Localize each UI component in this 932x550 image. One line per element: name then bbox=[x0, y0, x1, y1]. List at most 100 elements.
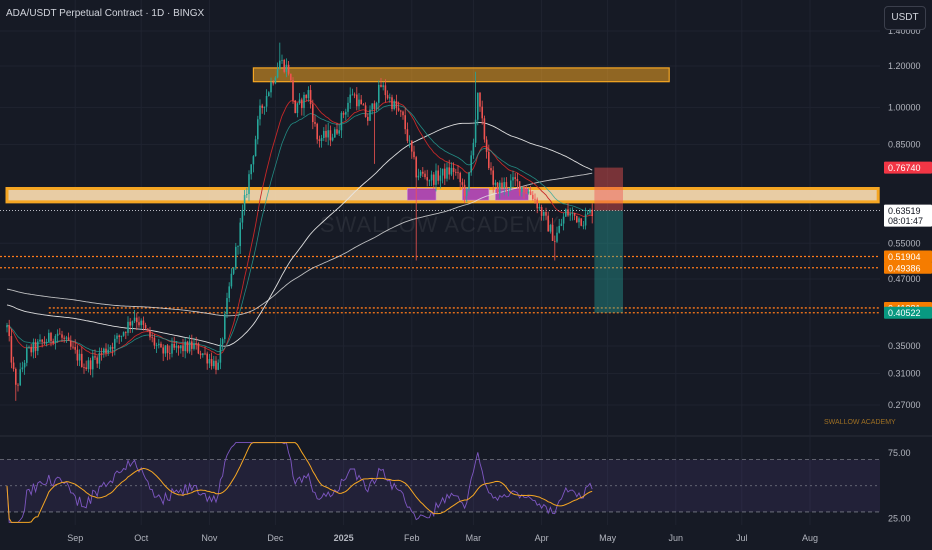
candle-body bbox=[534, 198, 536, 200]
current-price-label-countdown[interactable]: 08:01:47 bbox=[888, 216, 923, 226]
price-label-support-text[interactable]: 0.49386 bbox=[888, 263, 921, 273]
take-profit-zone[interactable] bbox=[594, 210, 623, 313]
candle bbox=[323, 127, 325, 142]
candle-body bbox=[494, 182, 497, 185]
candle bbox=[347, 97, 349, 118]
candle-body bbox=[54, 335, 57, 343]
candle-body bbox=[279, 60, 281, 70]
candle bbox=[496, 182, 499, 195]
candle-body bbox=[547, 215, 549, 232]
candle bbox=[166, 343, 169, 361]
candle bbox=[424, 170, 426, 180]
candle-body bbox=[543, 211, 545, 216]
candle bbox=[466, 187, 468, 203]
candle-body bbox=[208, 359, 211, 364]
candle bbox=[358, 93, 360, 110]
price-label-support-text[interactable]: 0.51904 bbox=[888, 252, 921, 262]
candle bbox=[221, 337, 224, 350]
candle-body bbox=[334, 129, 336, 138]
candle bbox=[446, 162, 448, 182]
candle bbox=[118, 334, 120, 345]
current-price-label-bg[interactable] bbox=[884, 204, 932, 227]
price-label-target-bg[interactable] bbox=[884, 306, 932, 319]
candle-body bbox=[259, 105, 261, 120]
candle-body bbox=[329, 130, 332, 141]
candle-body bbox=[419, 171, 422, 176]
candle bbox=[206, 351, 208, 370]
candle-body bbox=[94, 356, 96, 358]
candle-body bbox=[213, 360, 215, 367]
candle bbox=[397, 101, 400, 112]
candle bbox=[439, 167, 442, 189]
x-tick-label: Nov bbox=[201, 533, 218, 543]
candle-body bbox=[404, 115, 406, 130]
chart-grid bbox=[0, 0, 932, 525]
candle-body bbox=[215, 360, 217, 370]
candle bbox=[199, 350, 202, 359]
candle bbox=[48, 329, 50, 343]
candle-body bbox=[34, 342, 37, 351]
candle bbox=[142, 316, 145, 331]
candle bbox=[85, 360, 87, 371]
candle-body bbox=[237, 246, 239, 247]
candle bbox=[470, 150, 472, 176]
candle bbox=[384, 79, 387, 103]
price-label-target-text[interactable]: 0.40522 bbox=[888, 308, 921, 318]
candle bbox=[285, 58, 288, 78]
candle bbox=[290, 73, 292, 83]
candle-body bbox=[111, 347, 114, 349]
candle-body bbox=[85, 367, 87, 369]
candle bbox=[389, 93, 391, 103]
candle bbox=[107, 344, 109, 356]
candle-body bbox=[382, 85, 384, 87]
candle-body bbox=[578, 218, 580, 223]
candle bbox=[96, 355, 98, 368]
candle bbox=[461, 178, 464, 189]
candle-body bbox=[17, 384, 19, 386]
candle-body bbox=[527, 191, 530, 194]
candle bbox=[188, 335, 191, 354]
candle bbox=[83, 363, 85, 374]
candle bbox=[584, 207, 587, 230]
candle bbox=[213, 355, 215, 369]
price-label-support-bg[interactable] bbox=[884, 261, 932, 274]
stop-loss-zone[interactable] bbox=[594, 167, 623, 211]
candle bbox=[501, 177, 503, 190]
candle-body bbox=[281, 59, 283, 61]
candle-body bbox=[384, 85, 387, 96]
short-position-tool[interactable] bbox=[594, 167, 623, 313]
candle-body bbox=[589, 209, 591, 213]
candle-body bbox=[285, 64, 288, 72]
time-axis[interactable]: Sep Oct Nov Dec 2025 Feb Mar Apr May Jun Jul Aug bbox=[67, 533, 818, 543]
candle bbox=[369, 105, 371, 121]
candle-body bbox=[351, 94, 354, 96]
currency-button[interactable]: USDT bbox=[884, 6, 926, 30]
candle bbox=[554, 235, 556, 261]
rsi-line bbox=[6, 441, 593, 523]
candle bbox=[268, 91, 270, 97]
current-price-label-text[interactable]: 0.63519 bbox=[888, 206, 921, 216]
price-axis[interactable]: 1.40000 1.20000 1.00000 0.85000 0.55000 0.470… bbox=[884, 26, 932, 523]
price-label-stop-text[interactable]: 0.76740 bbox=[888, 163, 921, 173]
candle-body bbox=[571, 213, 574, 214]
candle-body bbox=[30, 346, 32, 353]
candle-body bbox=[331, 137, 334, 141]
candle-body bbox=[144, 324, 147, 329]
price-label-stop-bg[interactable] bbox=[884, 161, 932, 174]
candle-body bbox=[391, 97, 393, 109]
resistance-zone bbox=[252, 67, 670, 83]
candle-body bbox=[204, 353, 206, 355]
candle-body bbox=[562, 216, 565, 224]
candle bbox=[538, 203, 541, 211]
candle-body bbox=[587, 212, 589, 215]
price-label-support-bg[interactable] bbox=[884, 250, 932, 263]
candle bbox=[327, 122, 329, 146]
candle-body bbox=[72, 346, 74, 348]
candle bbox=[131, 320, 134, 333]
candle bbox=[422, 167, 424, 178]
candle-body bbox=[147, 328, 149, 331]
x-tick-label: Mar bbox=[466, 533, 482, 543]
candle bbox=[127, 316, 129, 336]
candle bbox=[380, 78, 382, 88]
